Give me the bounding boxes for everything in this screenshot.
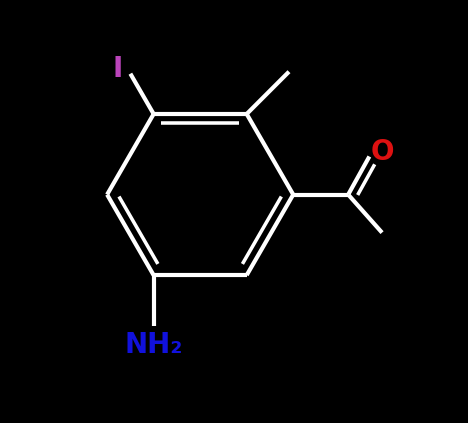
Text: NH₂: NH₂ xyxy=(124,331,183,359)
Text: O: O xyxy=(370,138,394,166)
Text: I: I xyxy=(112,55,123,83)
